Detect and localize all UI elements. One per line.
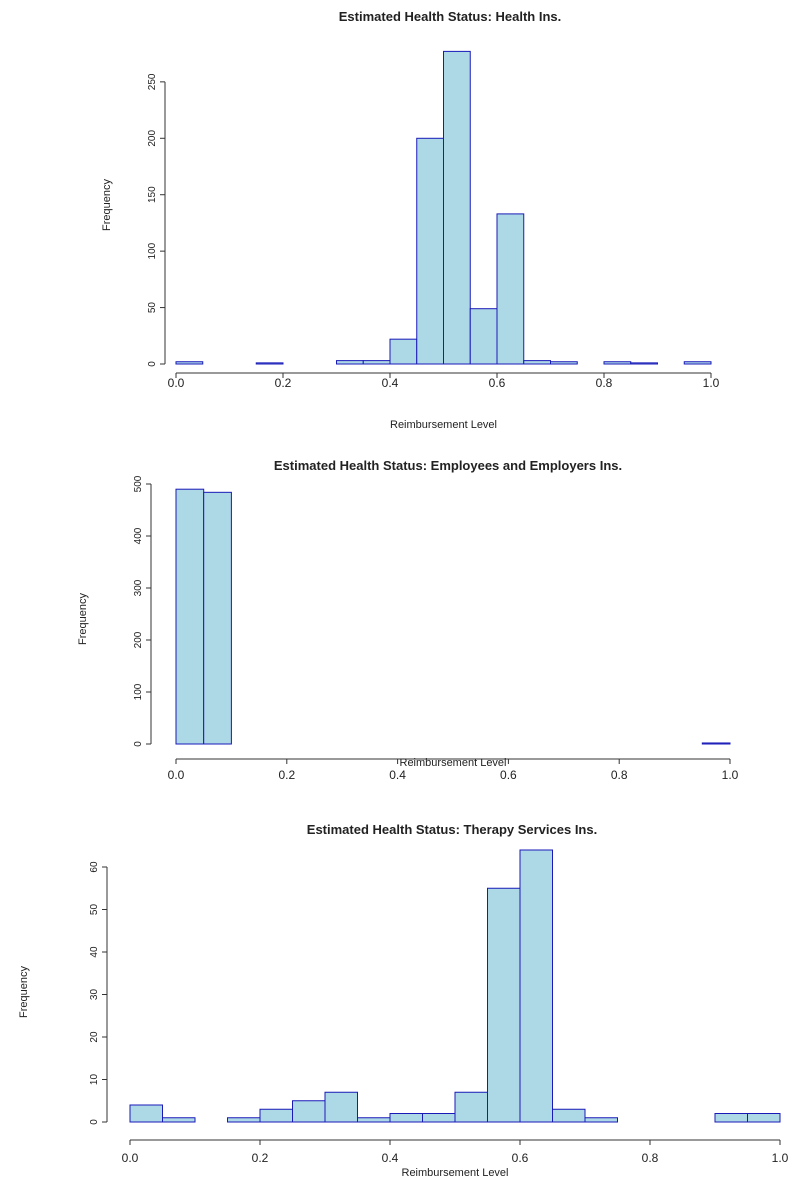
y-axis-label: Frequency: [18, 966, 30, 1018]
x-tick-label: 0.8: [596, 376, 613, 390]
chart-panel-1: Estimated Health Status: Health Ins. 0.0 0…: [101, 9, 720, 431]
chart-title: Estimated Health Status: Health Ins.: [339, 9, 562, 24]
chart-panel-3: Estimated Health Status: Therapy Service…: [18, 822, 789, 1179]
x-tick-label: 0.8: [642, 1151, 659, 1165]
y-tick-label: 100: [147, 242, 158, 259]
histogram-bar: [203, 491, 232, 745]
x-tick-label: 0.6: [500, 768, 517, 782]
x-tick-label: 0.4: [382, 1151, 399, 1165]
histogram-bar: [259, 1108, 293, 1123]
chart-title: Estimated Health Status: Employees and E…: [274, 458, 622, 473]
histogram-bar: [175, 488, 205, 745]
x-tick-label: 0.0: [168, 768, 185, 782]
y-tick-label: 300: [133, 579, 144, 596]
x-tick-label: 0.0: [168, 376, 185, 390]
y-tick-label: 200: [147, 130, 158, 147]
histogram-bar: [362, 360, 391, 365]
x-tick-label: 0.2: [252, 1151, 269, 1165]
y-tick-label: 20: [89, 1031, 100, 1043]
y-tick-label: 250: [147, 73, 158, 90]
histogram-bar: [701, 742, 731, 745]
histogram-bar: [227, 1117, 261, 1123]
y-axis-label: Frequency: [77, 593, 89, 645]
y-tick-label: 400: [133, 527, 144, 544]
x-tick-label: 0.2: [278, 768, 295, 782]
histogram-bar: [255, 362, 284, 365]
histogram-bar: [603, 361, 632, 365]
histogram-bar: [324, 1091, 358, 1123]
x-tick-label: 0.6: [489, 376, 506, 390]
histogram-bar: [357, 1117, 391, 1123]
histogram-bar: [292, 1100, 326, 1123]
x-axis-label: Reimbursement Level: [400, 757, 507, 769]
histogram-bar: [630, 362, 658, 365]
histogram-bar: [747, 1113, 781, 1123]
x-tick-label: 1.0: [772, 1151, 789, 1165]
histogram-bar: [487, 887, 521, 1123]
x-tick-label: 0.0: [122, 1151, 139, 1165]
x-axis-label: Reimbursement Level: [390, 419, 497, 431]
x-tick-label: 1.0: [722, 768, 739, 782]
y-tick-label: 500: [133, 475, 144, 492]
y-axis-label: Frequency: [101, 179, 113, 231]
histogram-bar: [443, 50, 471, 365]
histogram-bar: [469, 308, 498, 365]
chart-panel-2: Estimated Health Status: Employees and E…: [77, 458, 739, 782]
y-tick-label: 10: [89, 1074, 100, 1086]
y-tick-label: 40: [89, 946, 100, 958]
histogram-bar: [496, 213, 525, 365]
histogram-bar: [552, 1108, 586, 1123]
histogram-bar: [523, 360, 551, 365]
y-tick-label: 200: [133, 631, 144, 648]
histogram-bar: [389, 1113, 423, 1123]
x-tick-label: 0.8: [611, 768, 628, 782]
histogram-bar: [683, 361, 712, 365]
x-tick-label: 0.4: [382, 376, 399, 390]
histogram-bar: [550, 361, 578, 365]
histogram-bar: [336, 360, 364, 365]
histogram-bar: [454, 1091, 488, 1123]
y-tick-label: 150: [147, 186, 158, 203]
histogram-bar: [422, 1113, 456, 1123]
y-tick-label: 60: [89, 861, 100, 873]
y-tick-label: 30: [89, 989, 100, 1001]
x-axis-label: Reimbursement Level: [402, 1167, 509, 1179]
y-tick-label: 0: [133, 741, 144, 747]
y-tick-label: 50: [147, 302, 158, 314]
histogram-bar: [416, 137, 444, 365]
x-tick-label: 0.2: [275, 376, 292, 390]
y-tick-label: 50: [89, 904, 100, 916]
histogram-bar: [714, 1113, 748, 1123]
chart-title: Estimated Health Status: Therapy Service…: [307, 822, 597, 837]
y-tick-label: 0: [147, 361, 158, 367]
histogram-bar: [584, 1117, 618, 1123]
x-tick-label: 1.0: [703, 376, 720, 390]
histogram-bar: [389, 338, 418, 365]
histogram-bar: [129, 1104, 163, 1123]
histogram-bar: [162, 1117, 196, 1123]
histogram-bar: [519, 849, 553, 1123]
y-tick-label: 0: [89, 1119, 100, 1125]
x-tick-label: 0.4: [389, 768, 406, 782]
x-tick-label: 0.6: [512, 1151, 529, 1165]
y-tick-label: 100: [133, 683, 144, 700]
histogram-bar: [175, 361, 204, 365]
